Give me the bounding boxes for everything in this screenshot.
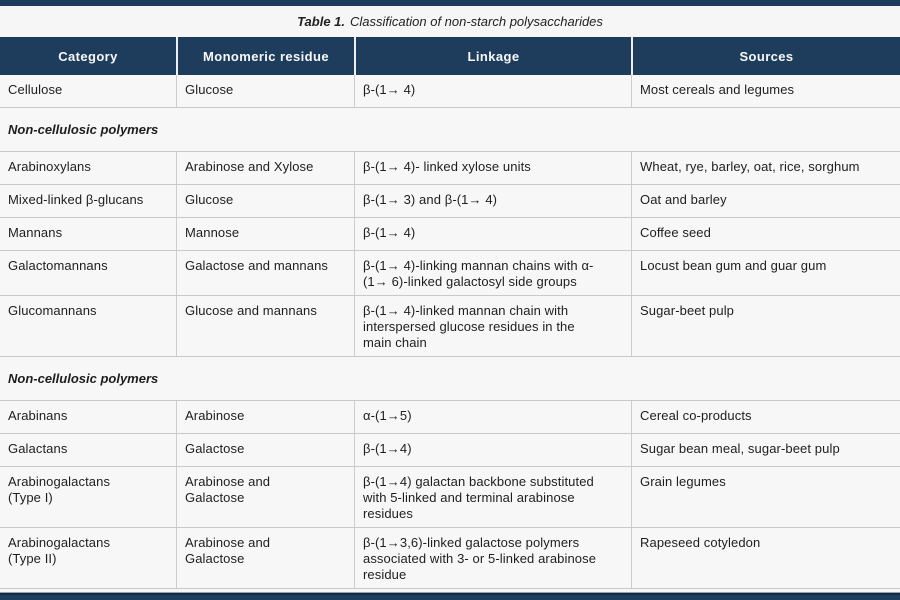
- cell-monomeric-residue: Arabinose and Xylose: [176, 152, 354, 184]
- cell-monomeric-residue: Glucose: [176, 75, 354, 107]
- cell-monomeric-residue: Glucose: [176, 185, 354, 217]
- cell-category: Glucomannans: [8, 303, 97, 318]
- table-row: Mannans Mannose β-(1→ 4) Coffee seed: [0, 218, 900, 251]
- top-accent-bar: [0, 0, 900, 6]
- cell-category: Cellulose: [8, 82, 63, 97]
- cell-category: Galactans: [8, 441, 68, 456]
- table-row: Arabinogalactans (Type I) Arabinose and G…: [0, 467, 900, 528]
- cell-sources: Cereal co-products: [631, 401, 900, 433]
- cell-monomeric-residue: Arabinose and Galactose: [176, 467, 354, 527]
- cell-sources: Locust bean gum and guar gum: [631, 251, 900, 295]
- table-row: Arabinoxylans Arabinose and Xylose β-(1→ 4…: [0, 152, 900, 185]
- table-row: Arabinans Arabinose α-(1→5) Cereal co-produ…: [0, 401, 900, 434]
- table-row: Glucomannans Glucose and mannans β-(1→ 4)-…: [0, 296, 900, 357]
- cell-category: Mixed-linked β-glucans: [8, 192, 144, 207]
- table-row: Galactomannans Galactose and mannans β-(1→…: [0, 251, 900, 296]
- cell-linkage: β-(1→ 3) and β-(1→ 4): [354, 185, 631, 217]
- cell-linkage: β-(1→4) galactan backbone substituted wi…: [354, 467, 631, 527]
- header-cell-linkage: Linkage: [354, 37, 631, 75]
- table-row: Galactans Galactose β-(1→4) Sugar bean meal…: [0, 434, 900, 467]
- cell-linkage: β-(1→ 4)- linked xylose units: [354, 152, 631, 184]
- cell-category: Mannans: [8, 225, 63, 240]
- cell-sources: Oat and barley: [631, 185, 900, 217]
- cell-category: Galactomannans: [8, 258, 108, 273]
- table-caption: Table 1. Classification of non-starch po…: [0, 6, 900, 37]
- cell-sources: Sugar bean meal, sugar-beet pulp: [631, 434, 900, 466]
- section-row: Non-cellulosic polymers: [0, 108, 900, 152]
- caption-text: Classification of non-starch polysacchar…: [350, 14, 603, 29]
- cell-monomeric-residue: Arabinose: [176, 401, 354, 433]
- cell-monomeric-residue: Glucose and mannans: [176, 296, 354, 356]
- cell-category: Arabinans: [8, 408, 68, 423]
- cell-linkage: β-(1→4): [354, 434, 631, 466]
- cell-linkage: β-(1→3,6)-linked galactose polymers asso…: [354, 528, 631, 588]
- section-label: Non-cellulosic polymers: [8, 371, 159, 386]
- cell-sources: Rapeseed cotyledon: [631, 528, 900, 588]
- table-row: Arabinogalactans (Type II) Arabinose and …: [0, 528, 900, 589]
- cell-linkage: β-(1→ 4): [354, 75, 631, 107]
- bottom-accent-bar: [0, 592, 900, 600]
- header-cell-sources: Sources: [631, 37, 900, 75]
- cell-category: Arabinoxylans: [8, 159, 91, 174]
- section-row: Non-cellulosic polymers: [0, 357, 900, 401]
- table-header-row: Category Monomeric residue Linkage Sources: [0, 37, 900, 75]
- table-row: Mixed-linked β-glucans Glucose β-(1→ 3) an…: [0, 185, 900, 218]
- header-cell-category: Category: [58, 48, 118, 64]
- cell-sources: Sugar-beet pulp: [631, 296, 900, 356]
- caption-prefix: Table 1.: [297, 14, 346, 29]
- cell-linkage: α-(1→5): [354, 401, 631, 433]
- cell-monomeric-residue: Galactose and mannans: [176, 251, 354, 295]
- cell-monomeric-residue: Arabinose and Galactose: [176, 528, 354, 588]
- cell-category: Arabinogalactans (Type II): [8, 535, 111, 566]
- cell-sources: Most cereals and legumes: [631, 75, 900, 107]
- cell-monomeric-residue: Mannose: [176, 218, 354, 250]
- table-body: Cellulose Glucose β-(1→ 4) Most cereals and…: [0, 75, 900, 592]
- cell-sources: Wheat, rye, barley, oat, rice, sorghum: [631, 152, 900, 184]
- cell-linkage: β-(1→ 4)-linking mannan chains with α-(1…: [354, 251, 631, 295]
- cell-category: Arabinogalactans (Type I): [8, 474, 111, 505]
- cell-sources: Coffee seed: [631, 218, 900, 250]
- table-row: Cellulose Glucose β-(1→ 4) Most cereals and…: [0, 75, 900, 108]
- cell-monomeric-residue: Galactose: [176, 434, 354, 466]
- cell-sources: Grain legumes: [631, 467, 900, 527]
- section-label: Non-cellulosic polymers: [8, 122, 159, 137]
- cell-linkage: β-(1→ 4): [354, 218, 631, 250]
- header-cell-monomeric-residue: Monomeric residue: [176, 37, 354, 75]
- cell-linkage: β-(1→ 4)-linked mannan chain with inters…: [354, 296, 631, 356]
